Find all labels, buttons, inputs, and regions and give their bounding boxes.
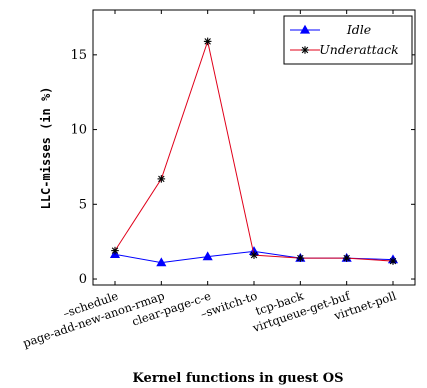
underattack-point (157, 175, 166, 183)
y-tick-label: 0 (79, 272, 87, 287)
underattack-point (203, 37, 212, 46)
underattack-point (111, 246, 119, 255)
idle-point (156, 257, 167, 267)
underattack-point (296, 254, 305, 262)
underattack-point (250, 251, 258, 259)
idle-point (202, 251, 213, 261)
legend-label: Idle (346, 22, 371, 37)
underattack-point (342, 254, 351, 262)
y-axis-ticks: 0 5 10 15 (70, 48, 415, 287)
legend-entry: Idle (290, 22, 371, 37)
y-tick-label: 10 (70, 123, 87, 138)
legend-box (283, 15, 413, 65)
idle-point (299, 24, 311, 34)
x-axis-label: Kernel functions in guest OS (133, 371, 344, 386)
y-tick-label: 15 (70, 48, 87, 63)
legend-entry: Underattack (290, 42, 399, 57)
y-axis-label: LLC-misses (in %) (39, 87, 53, 210)
legend-label: Underattack (319, 42, 399, 57)
series-underattack (111, 37, 397, 265)
legend: Idle Underattack (283, 15, 413, 65)
series-line (114, 39, 394, 262)
underattack-point (301, 46, 309, 54)
underattack-point (389, 257, 397, 265)
chart-series (109, 37, 399, 267)
y-tick-label: 5 (79, 197, 87, 212)
